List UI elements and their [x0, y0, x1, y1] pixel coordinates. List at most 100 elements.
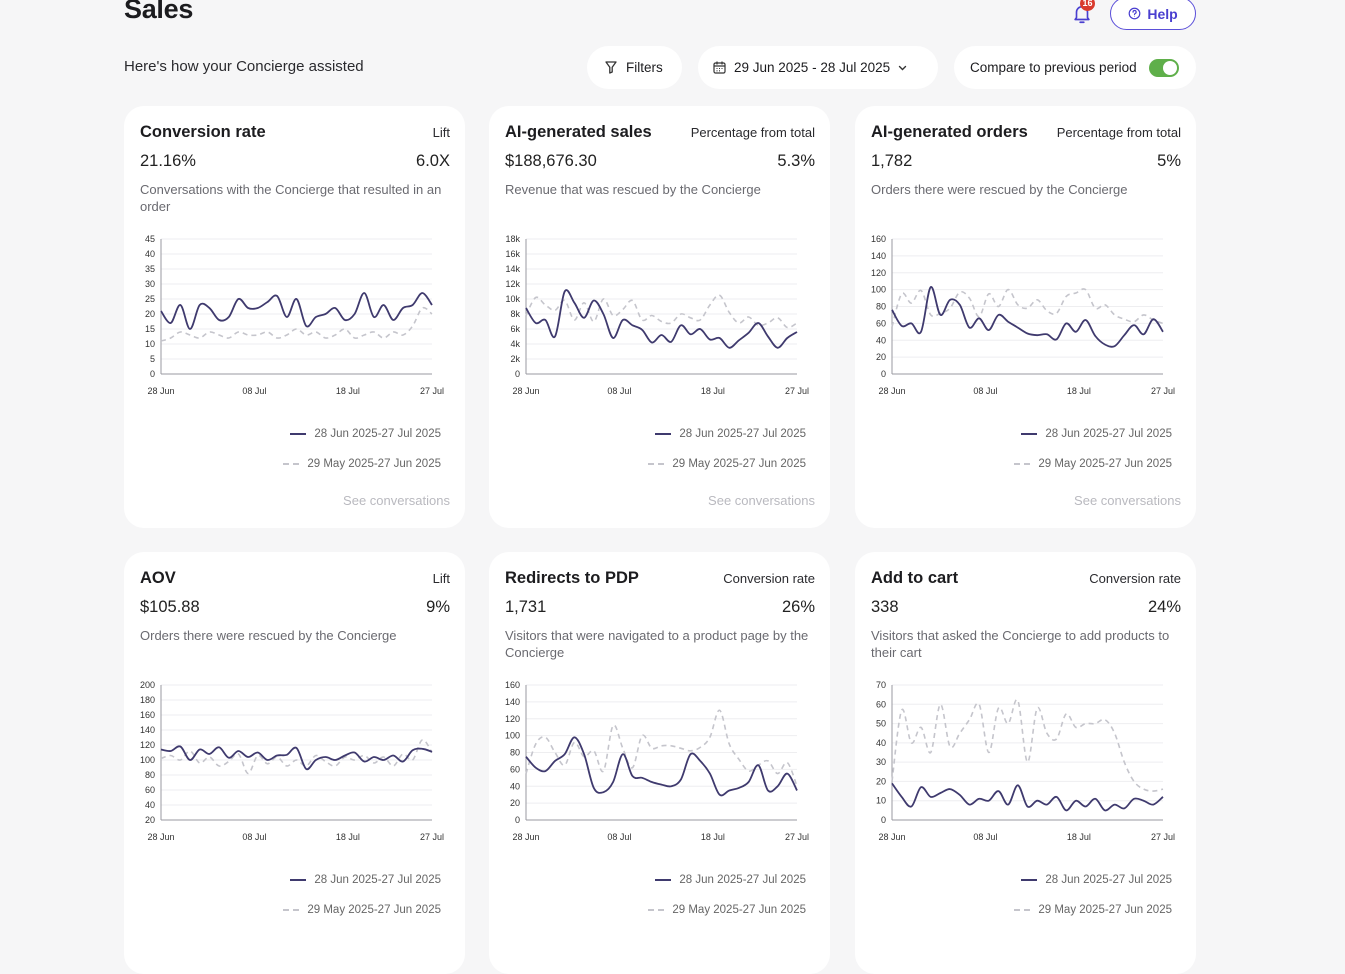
card-title: AI-generated sales	[505, 123, 652, 141]
x-tick-label: 18 Jul	[336, 386, 360, 396]
x-tick-label: 27 Jul	[785, 386, 809, 396]
series-line-previous	[891, 288, 1164, 328]
line-chart: 0 10 20 30 40 50 60 70 28 Jun 08 Jul 18 Jul 27 Jul	[876, 680, 1175, 842]
series-line-previous	[160, 738, 433, 775]
y-tick-label: 60	[876, 699, 886, 709]
chevron-down-icon	[898, 65, 907, 70]
legend-label-previous: 29 May 2025-27 Jun 2025	[1038, 458, 1172, 470]
series-line-previous	[891, 698, 1164, 792]
legend-label-previous: 29 May 2025-27 Jun 2025	[672, 904, 806, 916]
y-tick-label: 140	[140, 725, 155, 735]
card-description: Visitors that asked the Concierge to add…	[871, 628, 1170, 660]
legend-swatch-current	[1021, 433, 1038, 435]
legend-previous: 29 May 2025-27 Jun 2025	[283, 904, 441, 916]
y-tick-label: 30	[145, 279, 155, 289]
legend-swatch-current	[1021, 879, 1038, 881]
x-tick-label: 18 Jul	[336, 832, 360, 842]
y-tick-label: 14k	[505, 264, 520, 274]
y-tick-label: 200	[140, 680, 155, 690]
legend-swatch-current	[655, 433, 672, 435]
y-tick-label: 80	[145, 770, 155, 780]
x-tick-label: 28 Jun	[147, 832, 174, 842]
notification-badge: 16	[1080, 0, 1095, 11]
help-circle-icon	[1128, 7, 1141, 20]
legend-previous: 29 May 2025-27 Jun 2025	[648, 458, 806, 470]
legend-label-previous: 29 May 2025-27 Jun 2025	[672, 458, 806, 470]
metric-card: AI-generated sales Percentage from total $…	[489, 106, 830, 528]
help-button[interactable]: Help	[1110, 0, 1196, 30]
x-tick-label: 27 Jul	[1151, 386, 1175, 396]
card-metric-value: 5.3%	[777, 152, 815, 170]
card-metric-value: 6.0X	[416, 152, 450, 170]
legend-label-current: 28 Jun 2025-27 Jul 2025	[679, 874, 806, 886]
metric-card: AI-generated orders Percentage from total…	[855, 106, 1196, 528]
card-title: Conversion rate	[140, 123, 266, 141]
legend-label-previous: 29 May 2025-27 Jun 2025	[307, 904, 441, 916]
y-tick-label: 120	[140, 740, 155, 750]
legend-current: 28 Jun 2025-27 Jul 2025	[290, 428, 441, 440]
y-tick-label: 18k	[505, 234, 520, 244]
y-tick-label: 60	[876, 318, 886, 328]
x-tick-label: 18 Jul	[1067, 832, 1091, 842]
help-label: Help	[1147, 5, 1178, 22]
y-tick-label: 40	[145, 800, 155, 810]
x-tick-label: 28 Jun	[512, 386, 539, 396]
page-subtitle: Here's how your Concierge assisted	[124, 58, 364, 75]
y-tick-label: 120	[871, 268, 886, 278]
see-conversations-link[interactable]: See conversations	[343, 493, 450, 508]
x-tick-label: 27 Jul	[1151, 832, 1175, 842]
see-conversations-link[interactable]: See conversations	[1074, 493, 1181, 508]
legend-previous: 29 May 2025-27 Jun 2025	[1014, 904, 1172, 916]
y-tick-label: 100	[505, 731, 520, 741]
card-value: 1,782	[871, 152, 913, 170]
card-metric-label: Conversion rate	[1089, 571, 1181, 586]
compare-label: Compare to previous period	[970, 60, 1137, 75]
metric-card: Redirects to PDP Conversion rate 1,731 26% V…	[489, 552, 830, 974]
legend-current: 28 Jun 2025-27 Jul 2025	[1021, 428, 1172, 440]
y-tick-label: 80	[510, 748, 520, 758]
card-metric-value: 26%	[781, 598, 815, 616]
card-description: Conversations with the Concierge that re…	[140, 182, 442, 214]
legend-label-current: 28 Jun 2025-27 Jul 2025	[1045, 428, 1172, 440]
y-tick-label: 0	[881, 369, 886, 379]
y-tick-label: 160	[505, 680, 520, 690]
x-tick-label: 18 Jul	[701, 832, 725, 842]
y-tick-label: 140	[871, 251, 886, 261]
x-tick-label: 08 Jul	[607, 832, 631, 842]
legend-label-current: 28 Jun 2025-27 Jul 2025	[314, 428, 441, 440]
see-conversations-link[interactable]: See conversations	[708, 493, 815, 508]
series-line-current	[160, 745, 433, 771]
legend-swatch-current	[290, 879, 307, 881]
y-tick-label: 0	[150, 369, 155, 379]
card-value: 1,731	[505, 598, 547, 616]
date-range-label: 29 Jun 2025 - 28 Jul 2025	[734, 60, 891, 75]
card-metric-value: 9%	[426, 598, 450, 616]
card-metric-label: Percentage from total	[690, 125, 815, 140]
y-tick-label: 45	[145, 234, 155, 244]
y-tick-label: 70	[876, 680, 886, 690]
y-tick-label: 50	[876, 719, 886, 729]
legend-swatch-previous	[648, 909, 665, 911]
legend-swatch-previous	[1014, 463, 1031, 465]
y-tick-label: 160	[140, 710, 155, 720]
y-tick-label: 20	[145, 815, 155, 825]
y-tick-label: 6k	[510, 324, 520, 334]
y-tick-label: 100	[140, 755, 155, 765]
legend-swatch-current	[655, 879, 672, 881]
filters-label: Filters	[626, 60, 663, 75]
compare-previous-period: Compare to previous period	[954, 46, 1196, 89]
legend-current: 28 Jun 2025-27 Jul 2025	[1021, 874, 1172, 886]
x-tick-label: 27 Jul	[420, 832, 444, 842]
y-tick-label: 2k	[510, 354, 520, 364]
y-tick-label: 20	[876, 776, 886, 786]
metric-card: Add to cart Conversion rate 338 24% Visitors…	[855, 552, 1196, 974]
date-range-picker[interactable]: 29 Jun 2025 - 28 Jul 2025	[698, 46, 938, 89]
filters-button[interactable]: Filters	[587, 46, 682, 89]
y-tick-label: 40	[510, 781, 520, 791]
x-tick-label: 08 Jul	[973, 832, 997, 842]
legend-current: 28 Jun 2025-27 Jul 2025	[290, 874, 441, 886]
compare-toggle[interactable]	[1148, 58, 1179, 77]
line-chart: 0 2k 4k 6k 8k 10k 12k 14k 16k 18k 28 Jun 08 Jul 18 J…	[505, 234, 809, 396]
x-tick-label: 28 Jun	[512, 832, 539, 842]
toggle-knob	[1162, 60, 1177, 75]
